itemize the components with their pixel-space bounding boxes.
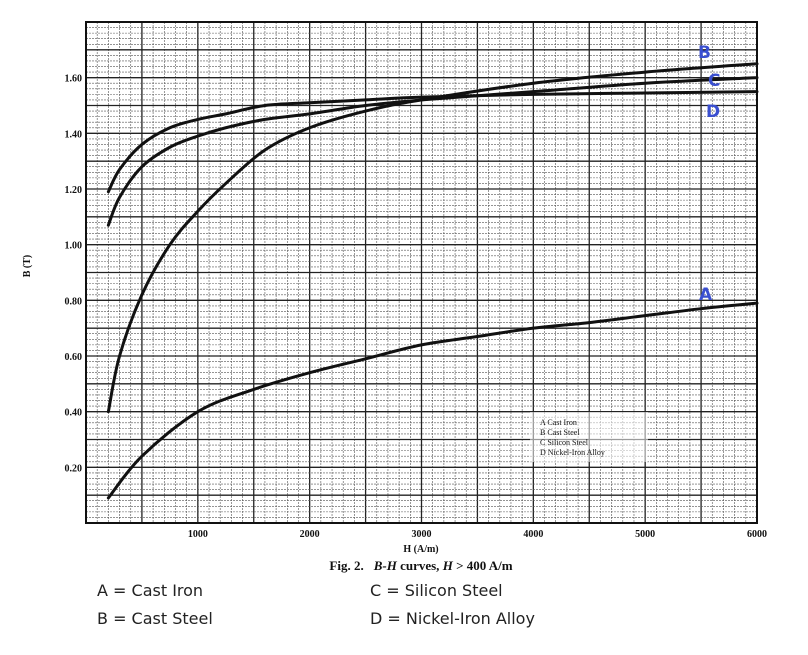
y-tick-label: 0.60 [65,352,83,363]
figure-caption: Fig. 2. B-H curves, H > 400 A/m [329,558,512,573]
label-c: C [708,71,720,91]
y-axis-ticks: 0.20 0.40 0.60 0.80 1.00 1.20 1.40 1.60 [65,74,83,475]
x-tick-label: 1000 [188,529,208,540]
y-tick-label: 1.20 [65,185,83,196]
x-axis-ticks: 1000 2000 3000 4000 5000 6000 [188,529,767,540]
label-a: A [699,285,713,305]
y-tick-label: 0.20 [65,463,83,474]
y-tick-label: 1.00 [65,241,83,252]
bh-curve-chart: 0.20 0.40 0.60 0.80 1.00 1.20 1.40 1.60 1000 200… [22,21,767,573]
key-cast-steel: B = Cast Steel [97,609,213,628]
y-tick-label: 0.80 [65,296,83,307]
y-tick-label: 1.40 [65,129,83,140]
curve-nickel-iron-alloy [106,90,759,194]
curve-silicon-steel [106,76,759,227]
key-cast-iron: A = Cast Iron [97,581,204,600]
label-b: B [698,43,711,63]
y-axis-label: B (T) [22,255,33,278]
curve-cast-steel [106,62,759,414]
y-tick-label: 1.60 [65,74,83,85]
inner-legend-item-c: C Silicon Steel [540,438,589,447]
key-silicon-steel: C = Silicon Steel [370,581,503,600]
label-d: D [706,102,720,122]
x-tick-label: 5000 [635,529,655,540]
x-tick-label: 4000 [523,529,543,540]
key-nickel-iron-alloy: D = Nickel-Iron Alloy [370,609,535,628]
inner-legend: A Cast Iron B Cast Steel C Silicon Steel… [530,412,648,462]
x-tick-label: 2000 [300,529,320,540]
x-axis-label: H (A/m) [403,544,438,555]
x-tick-label: 3000 [412,529,432,540]
plot-frame [85,21,758,524]
bh-curves [106,62,759,500]
inner-legend-item-a: A Cast Iron [540,418,577,427]
x-tick-label: 6000 [747,529,767,540]
curve-cast-iron [106,301,759,500]
y-tick-label: 0.40 [65,408,83,419]
inner-legend-item-b: B Cast Steel [540,428,580,437]
inner-legend-item-d: D Nickel-Iron Alloy [540,448,605,457]
